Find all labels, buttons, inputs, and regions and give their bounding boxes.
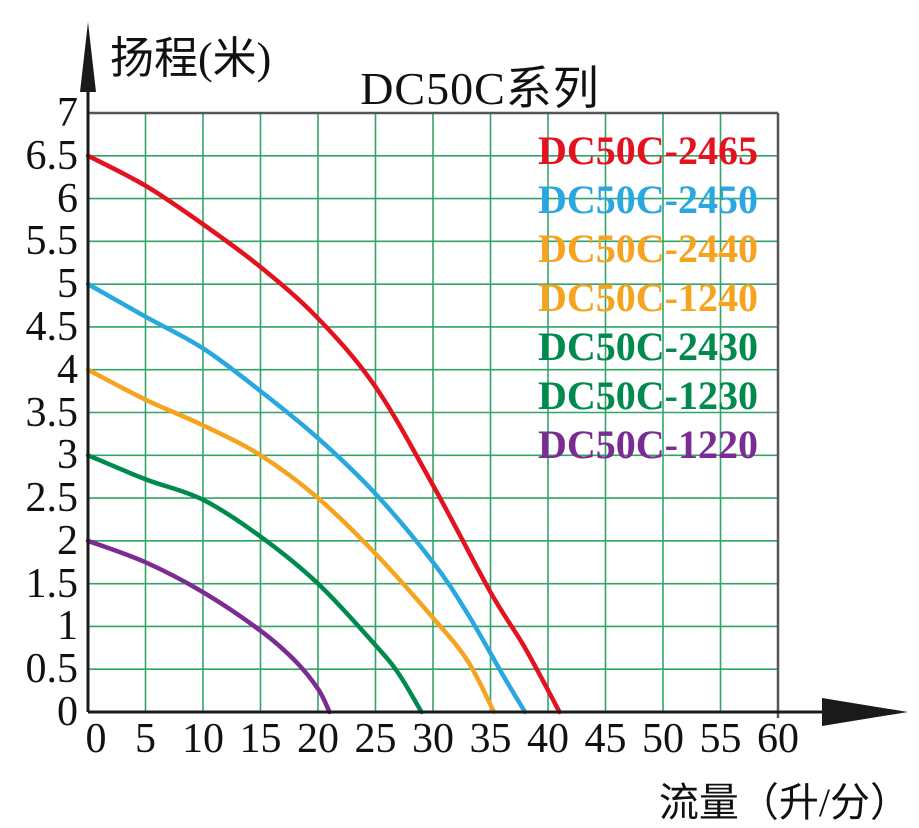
legend-item-dc50c-1230: DC50C-1230	[538, 373, 758, 418]
y-axis-title: 扬程(米)	[110, 34, 272, 83]
y-tick-label: 2.5	[25, 475, 79, 522]
y-axis-arrow-icon	[80, 22, 96, 92]
x-tick-label: 60	[757, 716, 799, 762]
legend-item-dc50c-2430: DC50C-2430	[538, 324, 758, 369]
x-tick-label: 0	[85, 716, 107, 762]
y-tick-label: 0.5	[25, 646, 79, 693]
x-tick-label: 50	[642, 716, 684, 762]
x-tick-label: 15	[239, 716, 282, 762]
legend-item-dc50c-1220: DC50C-1220	[538, 422, 758, 467]
x-axis-arrow-icon	[822, 698, 908, 726]
x-tick-label: 25	[354, 716, 397, 762]
legend-item-dc50c-2440: DC50C-2440	[538, 226, 758, 271]
x-tick-label: 30	[412, 716, 454, 762]
x-tick-label: 35	[469, 716, 512, 762]
x-tick-label: 5	[135, 716, 156, 762]
legend: DC50C-2465 DC50C-2450 DC50C-2440 DC50C-1240…	[538, 126, 758, 469]
y-tick-label: 2	[57, 517, 78, 564]
x-tick-label: 55	[699, 716, 742, 762]
y-tick-label: 3	[57, 432, 78, 479]
grid-lines	[88, 113, 778, 712]
curve-DC50C-2465	[85, 153, 562, 715]
y-tick-label: 0	[57, 689, 78, 735]
x-tick-label: 20	[297, 716, 339, 762]
x-axis-title: 流量（升/分）	[658, 780, 910, 825]
y-tick-label: 4.5	[25, 303, 79, 350]
y-tick-label: 5.5	[25, 218, 79, 265]
legend-item-dc50c-2465: DC50C-2465	[538, 128, 758, 173]
legend-item-dc50c-1240: DC50C-1240	[538, 275, 758, 320]
curve-DC50C-1220	[85, 538, 332, 715]
curve-DC50C-2450	[85, 281, 528, 715]
y-tick-label: 1	[57, 603, 78, 650]
y-tick-label: 5	[57, 261, 78, 308]
y-tick-label: 4	[57, 346, 78, 393]
x-tick-label: 45	[584, 716, 627, 762]
y-tick-label: 3.5	[25, 389, 79, 436]
pump-curves	[85, 153, 562, 715]
y-tick-label: 7	[57, 90, 78, 136]
curve-DC50C-2430-DC50C-1230	[85, 453, 424, 715]
chart-title: DC50C系列	[360, 63, 600, 114]
x-tick-label: 10	[182, 716, 224, 762]
y-tick-label: 1.5	[25, 560, 79, 607]
y-tick-label: 6	[57, 175, 78, 222]
x-tick-label: 40	[527, 716, 569, 762]
legend-item-dc50c-2450: DC50C-2450	[538, 177, 758, 222]
y-tick-label: 6.5	[25, 132, 79, 179]
curve-DC50C-2440-DC50C-1240	[85, 367, 497, 715]
